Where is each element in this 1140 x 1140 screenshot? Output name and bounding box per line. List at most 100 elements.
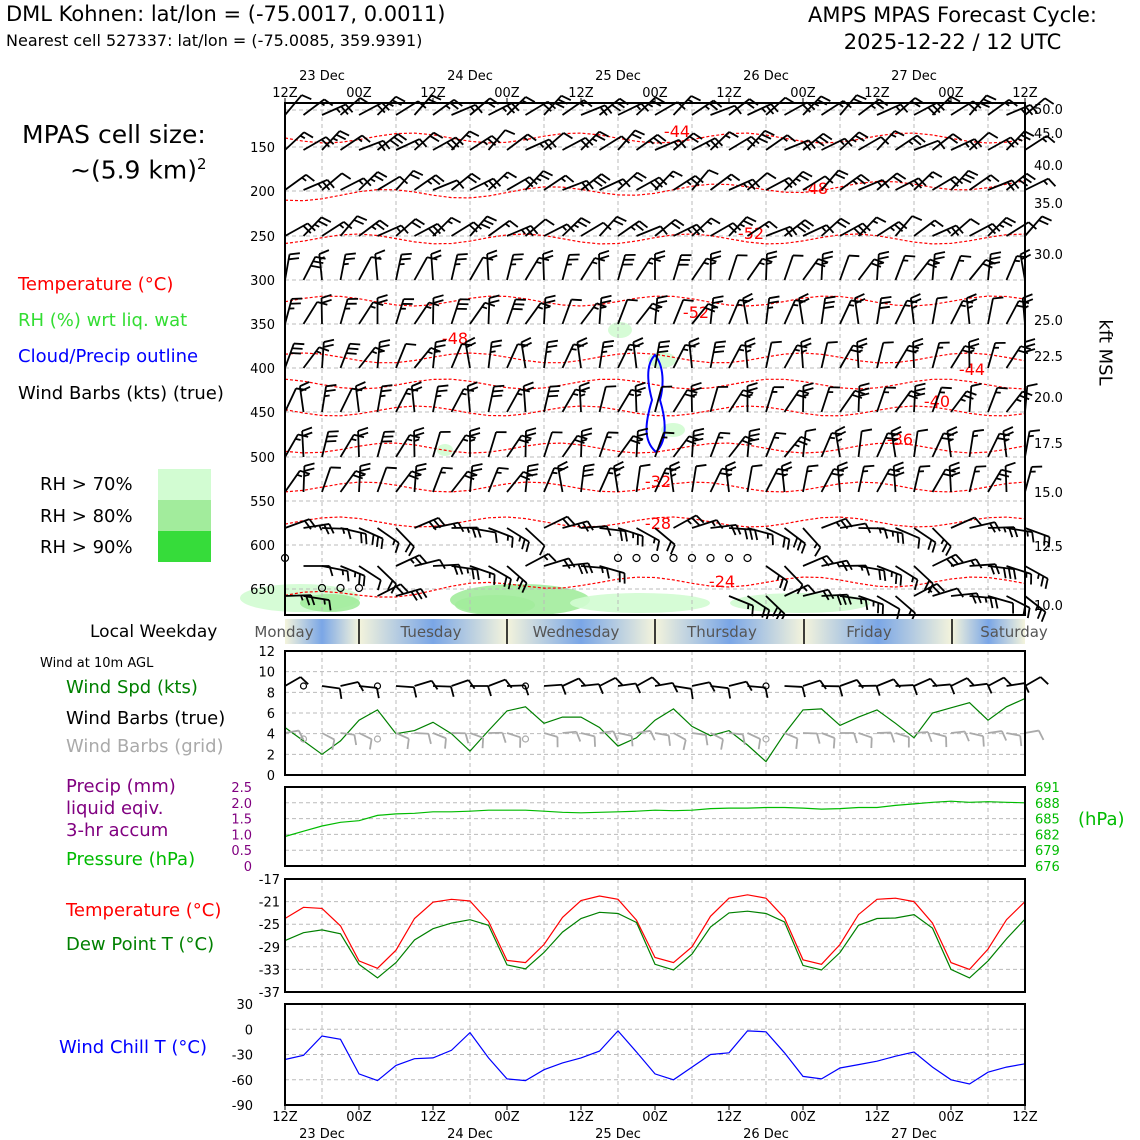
barb-half-flag xyxy=(591,137,598,142)
barb-staff xyxy=(913,677,931,687)
barb-flag xyxy=(331,739,336,750)
barb-flag xyxy=(913,579,919,591)
barb-flag xyxy=(547,553,557,562)
barb-half-flag xyxy=(890,133,897,138)
barb-flag xyxy=(566,515,576,525)
barb-flag xyxy=(395,95,406,103)
forecast-cycle-line2: 2025-12-22 / 12 UTC xyxy=(843,30,1062,54)
barb-flag xyxy=(856,679,864,689)
barb-staff xyxy=(432,732,447,740)
barb-staff xyxy=(894,97,916,116)
barb-staff xyxy=(1024,676,1042,687)
barb-staff xyxy=(654,298,659,325)
wind-barb xyxy=(1024,729,1045,741)
barb-flag xyxy=(936,583,945,592)
barb-staff xyxy=(691,257,708,281)
barb-flag xyxy=(768,220,778,229)
wind-barb xyxy=(724,461,737,493)
barb-flag xyxy=(769,295,780,300)
barb-flag xyxy=(507,171,517,179)
barb-flag xyxy=(853,732,858,744)
barb-staff xyxy=(746,172,768,191)
barb-flag xyxy=(757,137,769,144)
barb-flag xyxy=(1047,177,1057,187)
barb-flag xyxy=(411,221,422,229)
wind-barb xyxy=(709,295,724,325)
barb-staff xyxy=(857,466,865,493)
wind-barb xyxy=(580,525,612,537)
barb-flag xyxy=(638,220,649,229)
barb-flag xyxy=(728,131,739,138)
barb-staff xyxy=(876,678,895,687)
barb-staff xyxy=(617,435,635,458)
barb-staff xyxy=(987,469,1003,493)
barb-flag xyxy=(896,532,900,543)
barb-flag xyxy=(652,136,663,145)
barb-flag xyxy=(816,733,821,744)
wind-barb xyxy=(913,219,944,237)
wind-barb xyxy=(802,464,819,493)
barb-staff xyxy=(580,683,599,687)
barb-staff xyxy=(524,527,546,547)
wind-barb xyxy=(635,463,651,493)
barb-flag xyxy=(433,294,444,299)
barb-flag xyxy=(671,682,679,693)
barb-staff xyxy=(617,682,636,687)
barb-flag xyxy=(492,389,504,393)
wind-barb xyxy=(413,256,438,281)
barb-flag xyxy=(450,139,460,148)
barb-half-flag xyxy=(351,438,357,442)
barb-flag xyxy=(654,250,666,255)
wind-tick-label: 4 xyxy=(267,728,275,743)
wind-barb xyxy=(913,465,931,493)
wind-barb xyxy=(524,218,555,237)
temp-contour xyxy=(284,233,1026,245)
barb-flag xyxy=(792,537,799,548)
wind-barb xyxy=(931,133,963,151)
barb-flag xyxy=(504,129,516,136)
barb-flag xyxy=(997,437,1008,441)
barb-flag xyxy=(690,688,694,700)
wind-barb xyxy=(876,468,900,493)
barb-half-flag xyxy=(972,434,979,438)
barb-staff xyxy=(488,678,506,687)
barb-staff xyxy=(802,555,828,567)
wind-barb xyxy=(931,527,952,557)
barb-flag xyxy=(293,342,305,346)
barb-flag xyxy=(547,394,559,398)
barb-flag xyxy=(397,133,408,141)
barb-staff xyxy=(913,527,937,544)
wind-barb xyxy=(464,336,477,369)
barb-flag xyxy=(1002,567,1007,579)
barb-staff xyxy=(857,431,863,458)
kft-tick-label: 20.0 xyxy=(1034,391,1063,406)
wind-barb xyxy=(858,179,890,191)
barb-half-flag xyxy=(516,576,520,582)
barb-flag xyxy=(405,342,417,346)
barb-flag xyxy=(894,573,898,585)
barb-staff xyxy=(1024,97,1046,116)
barb-staff xyxy=(580,732,595,738)
barb-flag xyxy=(747,387,758,392)
barb-flag xyxy=(527,473,538,477)
wind-chill-line xyxy=(284,1030,1026,1085)
barb-flag xyxy=(581,432,593,437)
top-time-tick: 12Z xyxy=(568,86,594,101)
barb-half-flag xyxy=(414,140,420,146)
barb-flag xyxy=(761,133,772,140)
wind-barb xyxy=(561,217,591,237)
legend-wind: Wind Barbs (kts) (true) xyxy=(18,383,224,404)
wind-barb xyxy=(302,301,328,325)
wind-barb xyxy=(691,137,724,151)
barb-flag xyxy=(517,579,524,590)
barb-flag xyxy=(950,556,960,566)
barb-staff xyxy=(673,732,687,741)
barb-flag xyxy=(659,225,668,235)
wind-barb xyxy=(950,677,975,687)
wind-barb xyxy=(802,258,829,281)
wind-barb xyxy=(1024,527,1051,548)
temp-contour xyxy=(284,481,1026,493)
barb-flag xyxy=(915,382,926,387)
barb-staff xyxy=(506,254,515,281)
barb-flag xyxy=(949,461,960,467)
